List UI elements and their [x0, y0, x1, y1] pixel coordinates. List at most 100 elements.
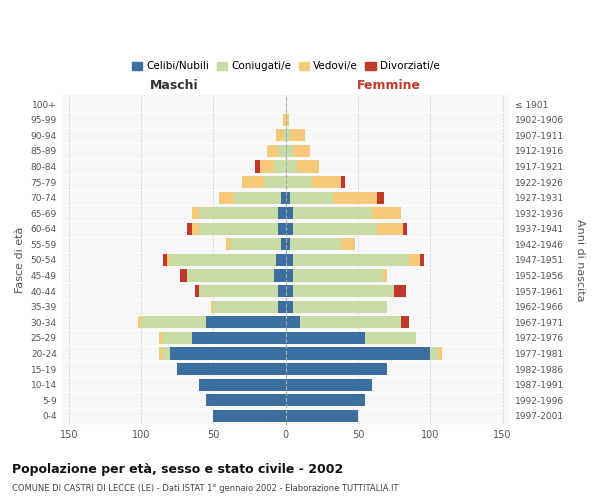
Bar	[278, 207, 286, 220]
Bar	[192, 207, 199, 220]
Bar	[264, 176, 286, 188]
Bar	[377, 192, 384, 203]
Bar	[286, 223, 293, 235]
Bar	[394, 285, 406, 297]
Bar	[242, 176, 264, 188]
Bar	[170, 254, 275, 266]
Bar	[293, 270, 383, 281]
Text: Femmine: Femmine	[357, 78, 421, 92]
Bar	[286, 410, 358, 422]
Bar	[286, 348, 430, 360]
Bar	[286, 238, 290, 250]
Bar	[430, 348, 437, 360]
Bar	[293, 207, 373, 220]
Bar	[293, 145, 310, 157]
Bar	[180, 270, 187, 281]
Bar	[341, 238, 355, 250]
Bar	[286, 130, 290, 141]
Bar	[365, 332, 416, 344]
Bar	[312, 176, 341, 188]
Bar	[286, 254, 293, 266]
Bar	[141, 316, 206, 328]
Bar	[260, 160, 274, 172]
Bar	[286, 332, 365, 344]
Bar	[199, 285, 278, 297]
Text: Popolazione per età, sesso e stato civile - 2002: Popolazione per età, sesso e stato civil…	[12, 462, 343, 475]
Bar	[275, 130, 283, 141]
Bar	[170, 348, 286, 360]
Bar	[214, 300, 278, 313]
Bar	[286, 316, 300, 328]
Bar	[206, 316, 286, 328]
Bar	[293, 223, 377, 235]
Bar	[286, 145, 293, 157]
Bar	[278, 145, 286, 157]
Bar	[297, 160, 319, 172]
Bar	[286, 176, 312, 188]
Bar	[290, 238, 341, 250]
Bar	[286, 394, 365, 406]
Bar	[219, 192, 233, 203]
Bar	[206, 394, 286, 406]
Bar	[286, 192, 290, 203]
Bar	[286, 363, 387, 375]
Bar	[158, 348, 163, 360]
Bar	[178, 363, 286, 375]
Bar	[286, 300, 293, 313]
Bar	[293, 285, 394, 297]
Bar	[226, 238, 231, 250]
Bar	[233, 192, 281, 203]
Bar	[214, 410, 286, 422]
Bar	[377, 223, 403, 235]
Text: Maschi: Maschi	[149, 78, 198, 92]
Bar	[286, 160, 297, 172]
Bar	[278, 300, 286, 313]
Bar	[293, 254, 409, 266]
Bar	[286, 378, 373, 390]
Bar	[437, 348, 442, 360]
Bar	[274, 160, 286, 172]
Bar	[194, 285, 199, 297]
Bar	[286, 270, 293, 281]
Bar	[403, 223, 407, 235]
Bar	[231, 238, 281, 250]
Bar	[274, 270, 286, 281]
Bar	[281, 238, 286, 250]
Bar	[300, 316, 401, 328]
Bar	[163, 254, 167, 266]
Bar	[199, 207, 278, 220]
Bar	[192, 223, 199, 235]
Bar	[290, 130, 305, 141]
Text: COMUNE DI CASTRI DI LECCE (LE) - Dati ISTAT 1° gennaio 2002 - Elaborazione TUTTI: COMUNE DI CASTRI DI LECCE (LE) - Dati IS…	[12, 484, 398, 493]
Bar	[187, 270, 274, 281]
Bar	[290, 192, 334, 203]
Bar	[281, 192, 286, 203]
Bar	[167, 254, 170, 266]
Y-axis label: Anni di nascita: Anni di nascita	[575, 218, 585, 301]
Bar	[158, 332, 163, 344]
Bar	[283, 130, 286, 141]
Bar	[286, 114, 289, 126]
Bar	[334, 192, 377, 203]
Bar	[409, 254, 420, 266]
Bar	[341, 176, 345, 188]
Bar	[199, 223, 278, 235]
Bar	[163, 332, 192, 344]
Bar	[286, 207, 293, 220]
Bar	[278, 223, 286, 235]
Bar	[256, 160, 260, 172]
Y-axis label: Fasce di età: Fasce di età	[15, 227, 25, 293]
Bar	[267, 145, 278, 157]
Bar	[199, 378, 286, 390]
Bar	[278, 285, 286, 297]
Bar	[401, 316, 409, 328]
Bar	[192, 332, 286, 344]
Bar	[283, 114, 286, 126]
Bar	[373, 207, 401, 220]
Bar	[286, 285, 293, 297]
Bar	[275, 254, 286, 266]
Bar	[420, 254, 424, 266]
Bar	[293, 300, 387, 313]
Bar	[163, 348, 170, 360]
Legend: Celibi/Nubili, Coniugati/e, Vedovi/e, Divorziati/e: Celibi/Nubili, Coniugati/e, Vedovi/e, Di…	[128, 57, 443, 76]
